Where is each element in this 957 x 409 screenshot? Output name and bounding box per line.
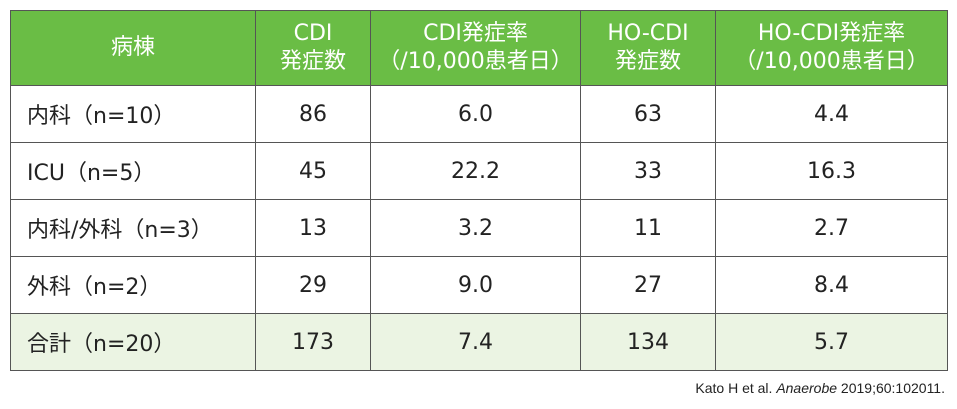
header-row: 病棟 CDI 発症数 CDI発症率 （/10,000患者日） HO-CDI 発症数 HO-CD… — [10, 10, 948, 86]
table-cell: 45 — [255, 142, 371, 200]
header-line: 発症数 — [279, 49, 346, 74]
citation-details: 2019;60:102011. — [840, 380, 945, 396]
header-cell: HO-CDI 発症数 — [580, 10, 716, 86]
table-cell: 27 — [580, 256, 716, 314]
table-cell: 8.4 — [715, 256, 948, 314]
table-cell: 4.4 — [715, 85, 948, 143]
table-cell: 11 — [580, 199, 716, 257]
table-cell: 63 — [580, 85, 716, 143]
table-row: 合計（n=20） 173 7.4 134 5.7 — [10, 313, 948, 371]
table-cell: 16.3 — [715, 142, 948, 200]
table-cell: 3.2 — [370, 199, 581, 257]
header-line: （/10,000患者日） — [378, 49, 573, 74]
table-cell: 33 — [580, 142, 716, 200]
row-label: 外科（n=2） — [10, 256, 256, 314]
table-cell: 7.4 — [370, 313, 581, 371]
header-line: HO-CDI — [607, 21, 689, 46]
table-head: 病棟 CDI 発症数 CDI発症率 （/10,000患者日） HO-CDI 発症数 HO-CD… — [10, 10, 948, 86]
table-cell: 5.7 — [715, 313, 948, 371]
header-line: （/10,000患者日） — [734, 49, 929, 74]
header-line: 発症数 — [614, 49, 681, 74]
table-cell: 134 — [580, 313, 716, 371]
table-row: 内科（n=10） 86 6.0 63 4.4 — [10, 85, 948, 143]
table-body: 内科（n=10） 86 6.0 63 4.4 ICU（n=5） 45 22.2 33 16.3 内科… — [10, 85, 948, 371]
table-row: 内科/外科（n=3） 13 3.2 11 2.7 — [10, 199, 948, 257]
table-cell: 6.0 — [370, 85, 581, 143]
table-cell: 2.7 — [715, 199, 948, 257]
table-cell: 86 — [255, 85, 371, 143]
citation-authors: Kato H et al. — [695, 380, 773, 396]
table-cell: 22.2 — [370, 142, 581, 200]
table-row: ICU（n=5） 45 22.2 33 16.3 — [10, 142, 948, 200]
row-label: 内科（n=10） — [10, 85, 256, 143]
citation-journal: Anaerobe — [776, 380, 838, 396]
header-cell: HO-CDI発症率 （/10,000患者日） — [715, 10, 948, 86]
header-line: CDI — [293, 21, 333, 46]
citation: Kato H et al. Anaerobe 2019;60:102011. — [695, 380, 945, 396]
header-line: 病棟 — [110, 35, 155, 60]
table-cell: 29 — [255, 256, 371, 314]
data-table: 病棟 CDI 発症数 CDI発症率 （/10,000患者日） HO-CDI 発症数 HO-CD… — [10, 10, 948, 371]
row-label: 内科/外科（n=3） — [10, 199, 256, 257]
header-line: HO-CDI発症率 — [757, 21, 906, 46]
table-cell: 13 — [255, 199, 371, 257]
header-cell: CDI発症率 （/10,000患者日） — [370, 10, 581, 86]
table-cell: 173 — [255, 313, 371, 371]
header-line: CDI発症率 — [423, 21, 528, 46]
row-label: 合計（n=20） — [10, 313, 256, 371]
table-cell: 9.0 — [370, 256, 581, 314]
row-label: ICU（n=5） — [10, 142, 256, 200]
header-cell: 病棟 — [10, 10, 256, 86]
table-row: 外科（n=2） 29 9.0 27 8.4 — [10, 256, 948, 314]
header-cell: CDI 発症数 — [255, 10, 371, 86]
